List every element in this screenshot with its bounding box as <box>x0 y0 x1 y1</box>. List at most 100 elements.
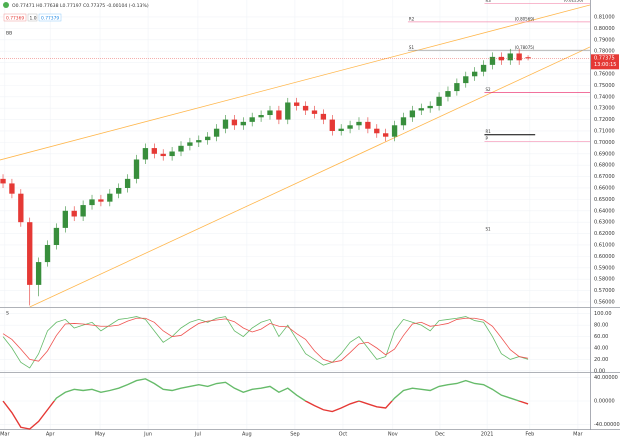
candle-body <box>365 121 371 129</box>
y-tick-label: 0.66000 <box>594 185 615 191</box>
price-tag: (0.82238) <box>564 0 584 2</box>
candle-body <box>80 205 86 217</box>
candle-body <box>418 108 424 111</box>
symbol-icon <box>3 2 9 8</box>
candle-body <box>231 119 238 126</box>
y-tick-label: 0.80000 <box>594 26 615 32</box>
candle-body <box>285 102 291 120</box>
trend-line <box>29 46 590 307</box>
candle-body <box>294 102 300 106</box>
y-tick-label: 20.00 <box>594 357 608 363</box>
y-tick-label: 0.75000 <box>594 83 615 89</box>
y-tick-label: 0.76000 <box>594 71 615 77</box>
oscillator-line <box>2 378 529 430</box>
y-tick-label: 0.56000 <box>594 299 615 305</box>
y-tick-label: 0.62000 <box>594 231 615 237</box>
candle-body <box>133 159 140 179</box>
y-tick-label: 0.69000 <box>594 151 615 157</box>
countdown: 13:00:15 <box>594 62 616 68</box>
y-tick-label: 0.60000 <box>594 254 615 260</box>
candle-body <box>249 117 255 122</box>
candle-body <box>196 140 202 143</box>
y-tick-label: 0.00 <box>594 368 605 374</box>
pivot-label: R3 <box>485 0 491 3</box>
candle-body <box>329 119 335 131</box>
y-tick-label: 0.63000 <box>594 220 615 226</box>
indicator-box <box>27 13 38 22</box>
y-tick-label: 100.00 <box>594 311 612 317</box>
x-tick-label: Dec <box>435 432 445 438</box>
candle-body <box>98 199 104 202</box>
candle-body <box>187 142 193 146</box>
y-tick-label: 0.70000 <box>594 140 615 146</box>
candle-body <box>472 71 478 77</box>
x-tick-label: Sep <box>290 432 299 438</box>
stoch-line <box>2 317 529 363</box>
candle-body <box>489 56 496 65</box>
y-tick-label: 0.74000 <box>594 94 615 100</box>
candle-body <box>89 199 95 206</box>
pivot-label: P <box>485 136 488 141</box>
y-tick-label: 0.67000 <box>594 174 615 180</box>
candle-body <box>151 148 157 154</box>
candle-body <box>124 178 131 188</box>
y-tick-label: 60.00 <box>594 334 608 340</box>
candle-body <box>0 178 6 184</box>
plot-layer <box>0 2 590 430</box>
candle-body <box>436 96 442 106</box>
candle-body <box>445 91 451 97</box>
y-tick-label: 40.00000 <box>594 375 618 381</box>
main-plot <box>0 2 590 307</box>
candle-body <box>276 110 282 120</box>
y-tick-label: -40.00000 <box>594 422 620 428</box>
candle-body <box>516 53 522 61</box>
x-tick-label: Mar <box>573 432 583 438</box>
y-tick-label: 0.65000 <box>594 197 615 203</box>
price-tag: (0.78075) <box>515 45 535 50</box>
y-tick-label: 0.81000 <box>594 14 615 20</box>
y-tick-label: 0.72000 <box>594 117 615 123</box>
panel-title: S <box>6 311 9 317</box>
pivot-label: S1 <box>485 226 491 231</box>
trend-line <box>0 4 590 161</box>
candle-body <box>427 105 433 109</box>
candle-body <box>463 76 469 84</box>
candle-body <box>240 121 246 126</box>
candle-body <box>62 210 68 228</box>
price-tag: (0.80569) <box>515 16 535 21</box>
x-tick-label: May <box>95 432 105 438</box>
candle-body <box>9 183 15 194</box>
y-tick-label: 80.00 <box>594 323 608 329</box>
candle-body <box>27 222 33 285</box>
y-tick-label: 0.68000 <box>594 163 615 169</box>
candle-body <box>391 125 398 137</box>
indicator-box <box>3 13 27 22</box>
y-tick-label: 0.64000 <box>594 208 615 214</box>
candle-body <box>347 125 353 129</box>
candle-body <box>267 110 273 116</box>
y-tick-label: 0.59000 <box>594 265 615 271</box>
candle-body <box>311 110 318 114</box>
candle-body <box>498 56 505 61</box>
x-tick-label: Oct <box>339 432 348 438</box>
candle-body <box>525 57 531 59</box>
y-tick-label: 0.73000 <box>594 106 615 112</box>
y-tick-label: 0.79000 <box>594 37 615 43</box>
candle-body <box>178 145 184 152</box>
candle-body <box>507 53 513 61</box>
x-tick-label: Feb <box>525 432 534 438</box>
candle-body <box>222 119 229 129</box>
y-tick-label: 0.00000 <box>594 399 615 405</box>
y-tick-label: 40.00 <box>594 346 608 352</box>
x-tick-label: 2021 <box>481 432 494 438</box>
indicator-value: 1.0 <box>30 15 37 21</box>
x-tick-label: Jul <box>194 432 201 438</box>
candle-body <box>258 115 264 118</box>
x-tick-label: Aug <box>242 432 252 438</box>
candle-body <box>409 110 416 118</box>
candle-body <box>107 193 113 202</box>
indicator-box <box>38 13 62 22</box>
